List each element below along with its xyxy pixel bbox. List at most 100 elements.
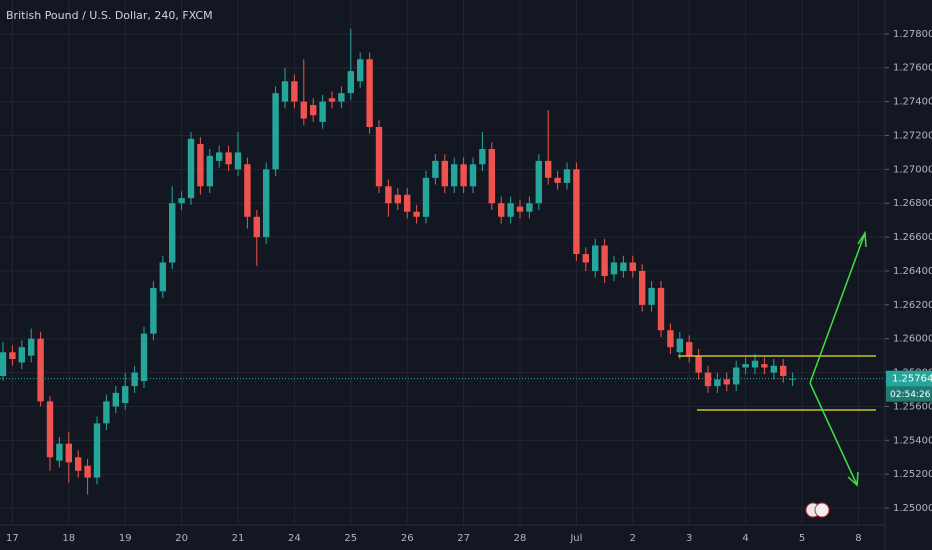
candle-body <box>18 347 25 363</box>
candle-body <box>582 254 589 263</box>
candle-body <box>704 372 712 387</box>
candle-body <box>187 138 195 199</box>
y-tick-label: 1.27400 <box>893 97 932 108</box>
y-tick-label: 1.25600 <box>893 401 932 412</box>
x-tick-label: 26 <box>401 533 414 544</box>
candle-body <box>65 443 72 463</box>
candle-body <box>385 186 392 204</box>
candle-body <box>469 164 477 187</box>
x-tick-label: 3 <box>686 533 692 544</box>
candle-body <box>554 177 561 183</box>
candle-body <box>432 160 439 178</box>
candle-body <box>375 127 383 187</box>
y-tick-label: 1.27000 <box>893 164 932 175</box>
event-icon[interactable] <box>814 502 830 518</box>
x-tick-label: 27 <box>457 533 470 544</box>
y-tick-label: 1.26200 <box>893 300 932 311</box>
candle-body <box>686 342 693 356</box>
candle-body <box>328 98 336 102</box>
x-tick-label: 18 <box>62 533 75 544</box>
candle-body <box>601 245 608 277</box>
y-tick-label: 1.26000 <box>893 334 932 345</box>
y-tick-label: 1.26600 <box>893 232 932 243</box>
candle-body <box>751 360 759 368</box>
candle-body <box>733 367 740 385</box>
candle-body <box>319 101 326 122</box>
candle-body <box>169 203 176 263</box>
candle-body <box>93 423 101 478</box>
candle-body <box>197 143 204 187</box>
candle-body <box>404 194 411 212</box>
candle-body <box>150 287 157 334</box>
candle-body <box>451 164 458 187</box>
candle-body <box>206 155 213 187</box>
candle-body <box>103 401 110 424</box>
candle-body <box>545 160 552 178</box>
candle-body <box>592 245 599 271</box>
x-tick-label: 21 <box>232 533 245 544</box>
last-price-label: 1.25764 <box>892 374 932 385</box>
candle-body <box>84 465 91 478</box>
x-tick-label: 19 <box>119 533 132 544</box>
candle-body <box>234 152 242 170</box>
x-tick-label: 5 <box>799 533 805 544</box>
candle-body <box>761 364 768 368</box>
y-tick-label: 1.25000 <box>893 503 932 514</box>
countdown-box <box>886 386 932 402</box>
candle-body <box>563 169 571 183</box>
candle-body <box>629 262 636 271</box>
candle-body <box>667 330 674 348</box>
candle-body <box>516 206 524 212</box>
candle-body <box>216 152 223 161</box>
x-tick-label: Jul <box>569 533 582 544</box>
candle-body <box>488 149 495 204</box>
candle-body <box>780 365 787 376</box>
candle-body <box>178 198 185 204</box>
candle-body <box>300 101 307 119</box>
countdown-label: 02:54:26 <box>890 390 931 400</box>
x-tick-label: 17 <box>6 533 19 544</box>
candle-body <box>122 386 129 404</box>
x-tick-label: 25 <box>344 533 357 544</box>
x-tick-label: 20 <box>175 533 188 544</box>
candle-body <box>620 262 627 271</box>
x-tick-label: 8 <box>855 533 861 544</box>
candle-body <box>291 81 298 102</box>
candle-body <box>244 164 251 217</box>
x-tick-label: 2 <box>630 533 636 544</box>
chart-title: British Pound / U.S. Dollar, 240, FXCM <box>6 9 213 22</box>
candle-body <box>272 93 279 170</box>
candle-body <box>479 149 486 165</box>
candle-body <box>263 169 270 238</box>
candle-body <box>140 333 148 382</box>
y-tick-label: 1.27200 <box>893 130 932 141</box>
candle-body <box>253 216 260 238</box>
candle-body <box>0 352 7 376</box>
y-tick-label: 1.25200 <box>893 469 932 480</box>
candle-body <box>75 457 82 471</box>
candle-body <box>366 59 373 128</box>
candle-body <box>723 379 730 385</box>
candle-body <box>310 105 317 116</box>
candle-body <box>37 338 44 402</box>
down-arrow <box>809 382 858 486</box>
candle-body <box>357 59 364 82</box>
candle-body <box>131 372 138 387</box>
x-tick-label: 24 <box>288 533 301 544</box>
last-price-box <box>886 370 932 387</box>
candle-body <box>56 443 63 461</box>
candle-body <box>507 203 514 217</box>
candle-body <box>413 211 420 217</box>
candle-body <box>498 203 505 217</box>
y-tick-label: 1.27600 <box>893 63 932 74</box>
candles <box>0 28 796 495</box>
y-tick-label: 1.26800 <box>893 198 932 209</box>
candle-body <box>9 352 16 360</box>
candle-body <box>460 164 467 187</box>
down-arrow-head <box>847 471 859 487</box>
candle-body <box>347 71 354 94</box>
y-tick-label: 1.26400 <box>893 266 932 277</box>
candle-body <box>676 338 683 353</box>
x-tick-label: 4 <box>742 533 748 544</box>
